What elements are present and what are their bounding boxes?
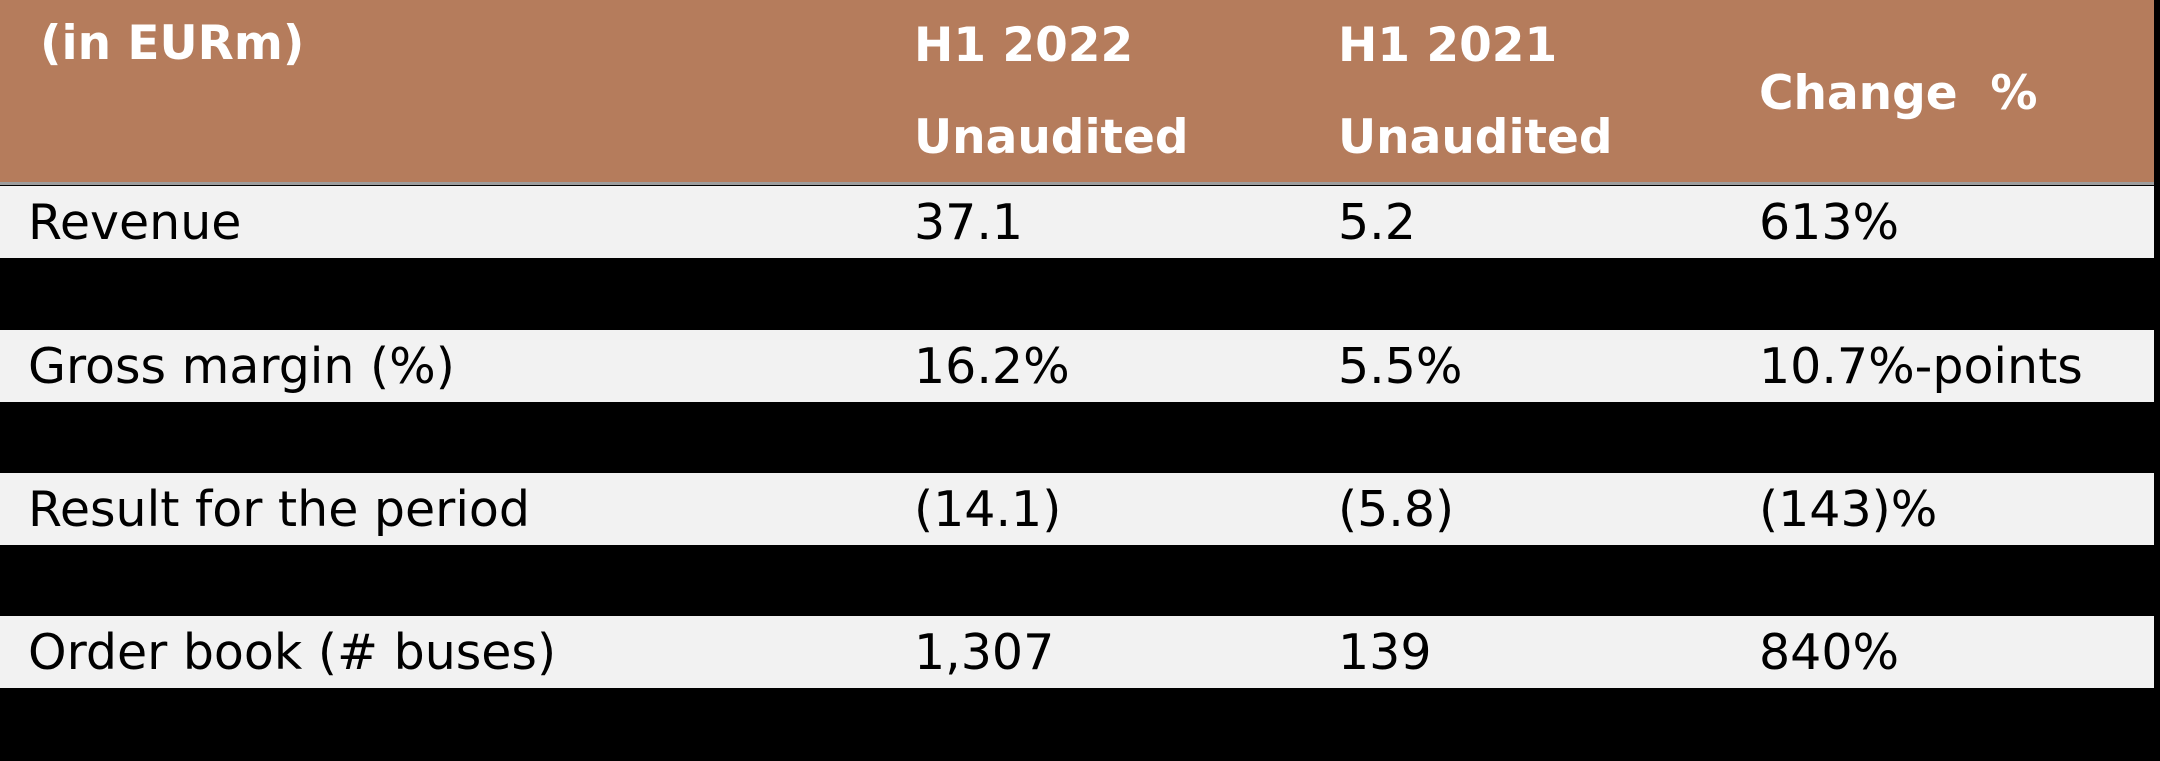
table-header: (in EURm) H1 2022 Unaudited H1 2021 Unau… [0,0,2154,185]
col-h1-2022-note: Unaudited [914,110,1189,165]
row-value-change: 613% [1759,194,1900,251]
unit-label: (in EURm) [40,16,305,71]
col-h1-2021-note: Unaudited [1338,110,1613,165]
col-h1-2021-period: H1 2021 [1338,18,1558,73]
row-label: Result for the period [28,481,531,538]
row-value-h1-2021: (5.8) [1338,481,1455,538]
row-value-change: (143)% [1759,481,1938,538]
row-value-h1-2022: (14.1) [914,481,1062,538]
row-label: Revenue [28,194,242,251]
row-value-h1-2021: 139 [1338,624,1432,681]
table-row-gross-margin: Gross margin (%) 16.2% 5.5% 10.7%-points [0,330,2154,402]
row-value-h1-2022: 1,307 [914,624,1055,681]
table-row-order-book: Order book (# buses) 1,307 139 840% [0,616,2154,688]
col-h1-2022-period: H1 2022 [914,18,1134,73]
row-value-h1-2021: 5.5% [1338,338,1463,395]
row-value-h1-2021: 5.2 [1338,194,1416,251]
row-label: Order book (# buses) [28,624,557,681]
col-change-label: Change % [1759,66,2038,121]
table-row-result-for-period: Result for the period (14.1) (5.8) (143)… [0,473,2154,545]
table-row-revenue: Revenue 37.1 5.2 613% [0,186,2154,258]
row-value-change: 10.7%-points [1759,338,2083,395]
row-value-h1-2022: 16.2% [914,338,1070,395]
row-value-change: 840% [1759,624,1900,681]
row-label: Gross margin (%) [28,338,455,395]
row-value-h1-2022: 37.1 [914,194,1024,251]
